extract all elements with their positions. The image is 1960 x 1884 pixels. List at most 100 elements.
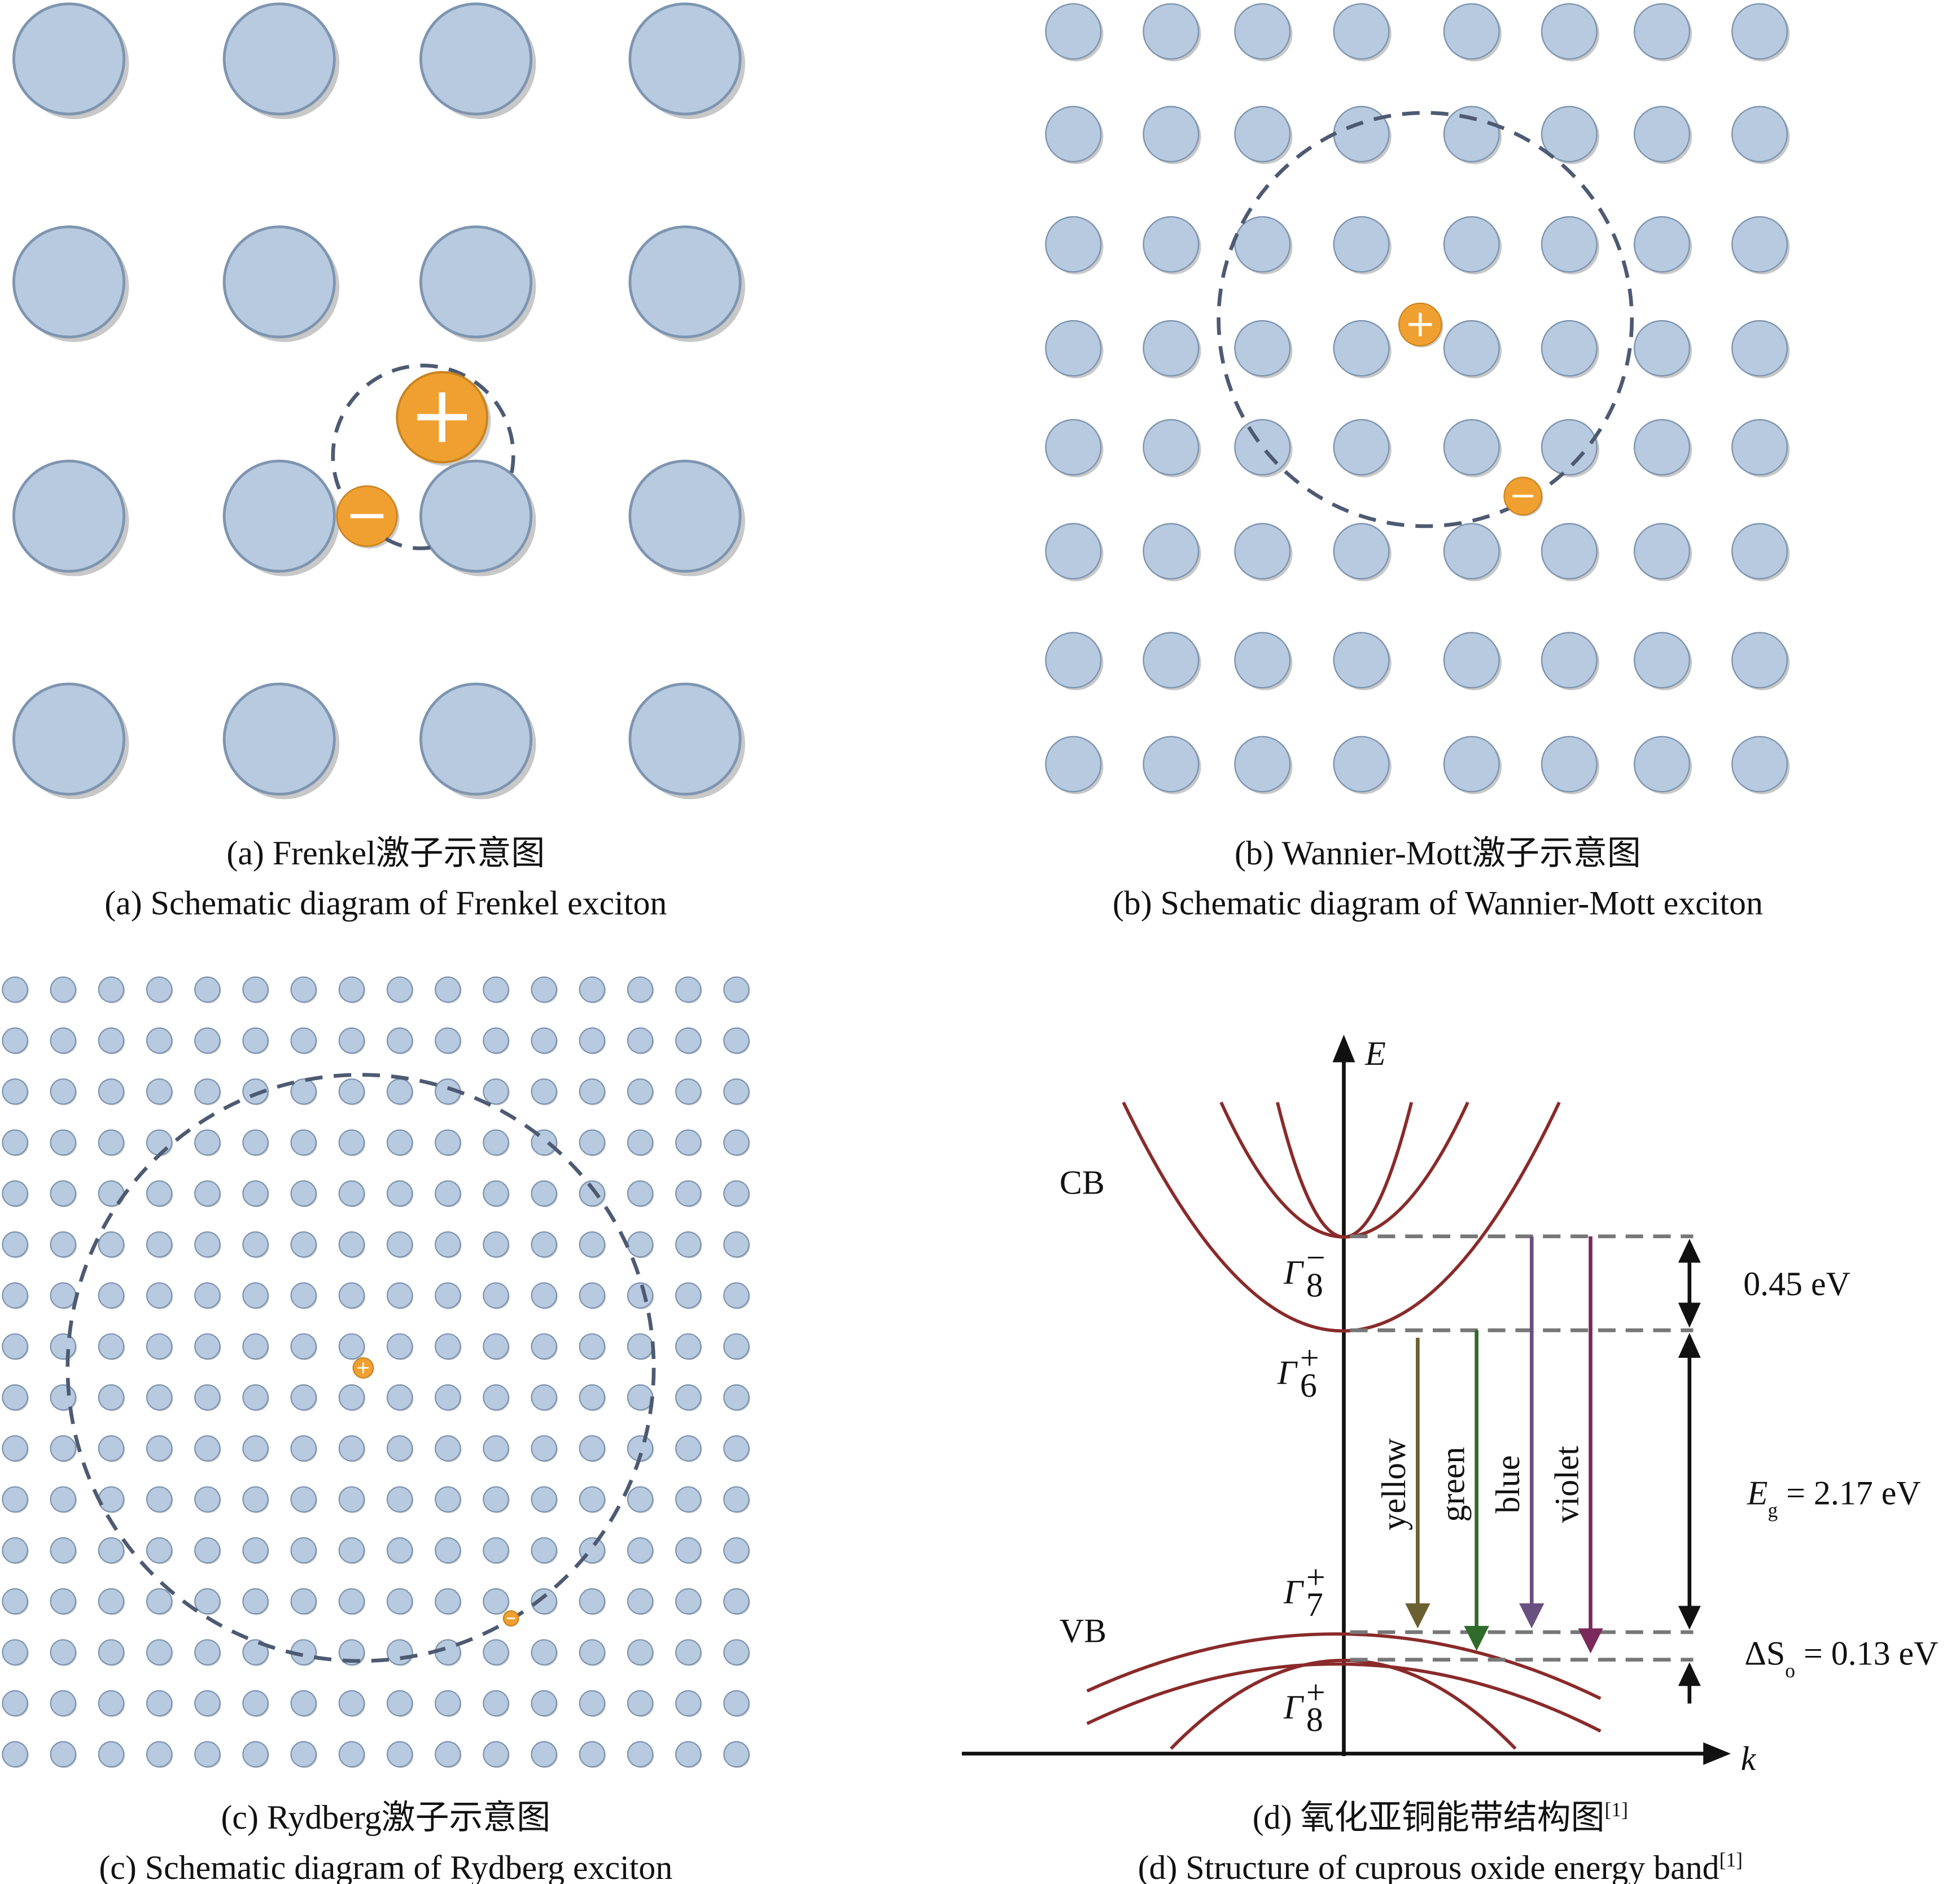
atom [338, 1027, 365, 1054]
atom [531, 1384, 558, 1411]
atom [723, 1741, 750, 1768]
atom [50, 1588, 77, 1615]
atom [483, 1333, 509, 1360]
atom [2, 1741, 28, 1768]
atom [98, 976, 125, 1003]
atom [12, 225, 126, 339]
atom [1731, 523, 1788, 580]
atom [1045, 106, 1102, 163]
atom [1541, 320, 1598, 377]
atom [531, 1690, 558, 1717]
atom [1633, 106, 1691, 163]
atom [386, 1129, 413, 1156]
atom [386, 976, 413, 1003]
atom [338, 1333, 365, 1360]
atom [579, 976, 606, 1003]
atom [1143, 632, 1200, 689]
atom [531, 1333, 558, 1360]
atom [1443, 3, 1500, 60]
atom [50, 1333, 77, 1360]
atom [627, 1078, 654, 1105]
atom [675, 1435, 702, 1462]
atom [386, 1537, 413, 1564]
atom [435, 1384, 461, 1411]
atom [2, 1282, 28, 1309]
atom [242, 1690, 269, 1717]
gamma-label: Γ [1283, 1254, 1304, 1291]
gamma-subscript: 6 [1300, 1367, 1317, 1404]
atom [419, 460, 533, 573]
atom [1333, 3, 1390, 60]
atom [531, 1078, 558, 1105]
atom [579, 1282, 606, 1309]
atom [194, 1027, 221, 1054]
atom [338, 1741, 365, 1768]
atom [435, 1129, 461, 1156]
atom [222, 2, 336, 116]
atom [675, 976, 702, 1003]
atom [531, 1537, 558, 1564]
atom [675, 1078, 702, 1105]
atom [98, 1078, 125, 1105]
atom [98, 1486, 125, 1513]
atom [2, 976, 28, 1003]
atom [723, 1333, 750, 1360]
atom [483, 1384, 509, 1411]
atom [579, 1180, 606, 1207]
atom [1633, 632, 1691, 689]
atom [98, 1588, 125, 1615]
atom [435, 1741, 461, 1768]
atom [386, 1282, 413, 1309]
atom [483, 1690, 509, 1717]
atom [579, 1231, 606, 1258]
atom [435, 976, 461, 1003]
atom [483, 1027, 509, 1054]
atom [98, 1129, 125, 1156]
atom [675, 1588, 702, 1615]
atom [146, 1078, 173, 1105]
atom [2, 1129, 28, 1156]
atom [146, 976, 173, 1003]
atom [194, 1690, 221, 1717]
atom [290, 1129, 317, 1156]
atom [579, 1078, 606, 1105]
atom [338, 1384, 365, 1411]
atom [146, 1588, 173, 1615]
atom [338, 1537, 365, 1564]
atom [1541, 419, 1598, 476]
atom [1731, 106, 1788, 163]
transition-arrowhead-green [1464, 1625, 1489, 1651]
atom [194, 1231, 221, 1258]
gamma-label: Γ [1283, 1573, 1304, 1611]
atom [675, 1639, 702, 1666]
atom [579, 1639, 606, 1666]
atom [1731, 419, 1788, 476]
atom [338, 1180, 365, 1207]
caption-b-cn: (b) Wannier-Mott激子示意图 [1235, 834, 1641, 872]
atom [579, 1027, 606, 1054]
atom [146, 1741, 173, 1768]
atom [242, 1435, 269, 1462]
atom [338, 1690, 365, 1717]
atom [1333, 632, 1390, 689]
atom [675, 1282, 702, 1309]
caption-d-cn: (d) 氧化亚铜能带结构图[1] [1253, 1798, 1628, 1836]
atom [531, 976, 558, 1003]
atom [242, 1537, 269, 1564]
atom [627, 976, 654, 1003]
atom [1731, 320, 1788, 377]
atom [1633, 523, 1691, 580]
panel-c-rydberg [2, 976, 750, 1768]
gamma-label: Γ [1277, 1354, 1298, 1392]
atom [146, 1639, 173, 1666]
atom [435, 1486, 461, 1513]
atom [1234, 419, 1291, 476]
atom [146, 1129, 173, 1156]
atom [675, 1231, 702, 1258]
atom [483, 1588, 509, 1615]
atom [2, 1486, 28, 1513]
atom [242, 976, 269, 1003]
atom [531, 1435, 558, 1462]
atom [2, 1078, 28, 1105]
atom [723, 1129, 750, 1156]
